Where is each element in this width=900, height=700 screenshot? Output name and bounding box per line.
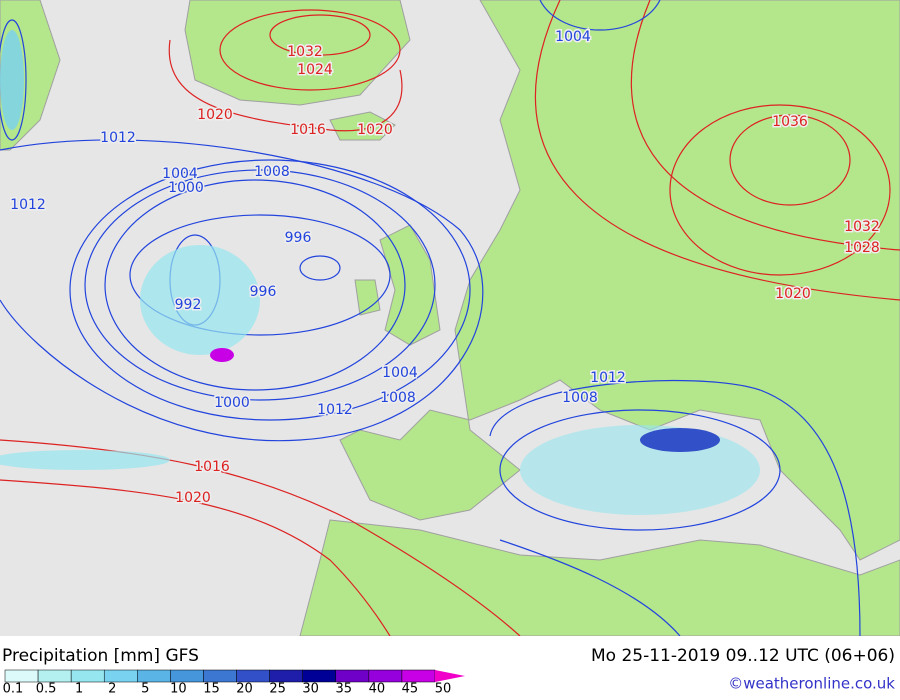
- legend-swatch: [4, 669, 39, 683]
- isobars-low: [0, 0, 861, 637]
- legend-label: 0.5: [36, 682, 57, 697]
- isobar-label: 996: [250, 284, 277, 300]
- isobar-label: 1008: [562, 390, 598, 406]
- isobar-label: 1020: [775, 286, 811, 302]
- isobar-label: 1032: [844, 219, 880, 235]
- legend-swatch: [236, 669, 270, 683]
- isobar-label: 1004: [382, 365, 418, 381]
- legend-label: 0.1: [3, 682, 24, 697]
- isobar-label: 1016: [194, 459, 230, 475]
- isobar-label: 1008: [380, 390, 416, 406]
- isobar-label: 1000: [214, 395, 250, 411]
- isobar-label: 1000: [168, 180, 204, 196]
- legend-label: 2: [108, 682, 116, 697]
- isobar-label: 1032: [287, 44, 323, 60]
- legend-label: 10: [170, 682, 187, 697]
- footer: [0, 636, 900, 696]
- isobar-label: 1012: [317, 402, 353, 418]
- isobar-label: 1020: [357, 122, 393, 138]
- precipitation: [0, 30, 760, 515]
- title: Precipitation [mm] GFS: [2, 646, 199, 666]
- legend-swatch: [137, 669, 171, 683]
- isobar-label: 1020: [175, 490, 211, 506]
- legend-swatch: [368, 669, 403, 683]
- isobar-label: 1036: [772, 114, 808, 130]
- legend-label: 30: [302, 682, 319, 697]
- legend-swatch: [170, 669, 204, 683]
- legend-swatch: [401, 669, 436, 683]
- isobar-label: 1024: [297, 62, 333, 78]
- isobar-label: 1028: [844, 240, 880, 256]
- isobar-label: 1012: [100, 130, 136, 146]
- legend-label: 50: [435, 682, 452, 697]
- legend-label: 15: [203, 682, 220, 697]
- legend-label: 1: [75, 682, 83, 697]
- isobar-label: 992: [175, 297, 202, 313]
- legend-label: 20: [236, 682, 253, 697]
- legend-label: 25: [269, 682, 286, 697]
- legend-label: 35: [335, 682, 352, 697]
- legend-swatch: [269, 669, 303, 683]
- legend-label: 5: [141, 682, 149, 697]
- datetime: Mo 25-11-2019 09..12 UTC (06+06): [591, 646, 895, 666]
- isobar-label: 1012: [10, 197, 46, 213]
- land: [0, 0, 900, 637]
- legend-label: 45: [402, 682, 419, 697]
- isobar-label: 1016: [290, 122, 326, 138]
- legend-swatch: [302, 669, 337, 683]
- isobar-label: 1004: [162, 166, 198, 182]
- isobar-label: 1008: [254, 164, 290, 180]
- legend-swatch: [103, 669, 138, 683]
- legend-swatch: [335, 669, 370, 683]
- isobar-label: 996: [285, 230, 312, 246]
- isobars-high: [0, 0, 900, 637]
- legend-label: 40: [369, 682, 386, 697]
- isobar-label: 1004: [555, 29, 591, 45]
- legend-swatch: [70, 669, 105, 683]
- isobar-label: 1012: [590, 370, 626, 386]
- legend-swatch: [37, 669, 72, 683]
- isobar-label: 1020: [197, 107, 233, 123]
- legend-arrow: [435, 670, 465, 682]
- legend-swatch: [203, 669, 237, 683]
- credit: ©weatheronline.co.uk: [728, 675, 895, 693]
